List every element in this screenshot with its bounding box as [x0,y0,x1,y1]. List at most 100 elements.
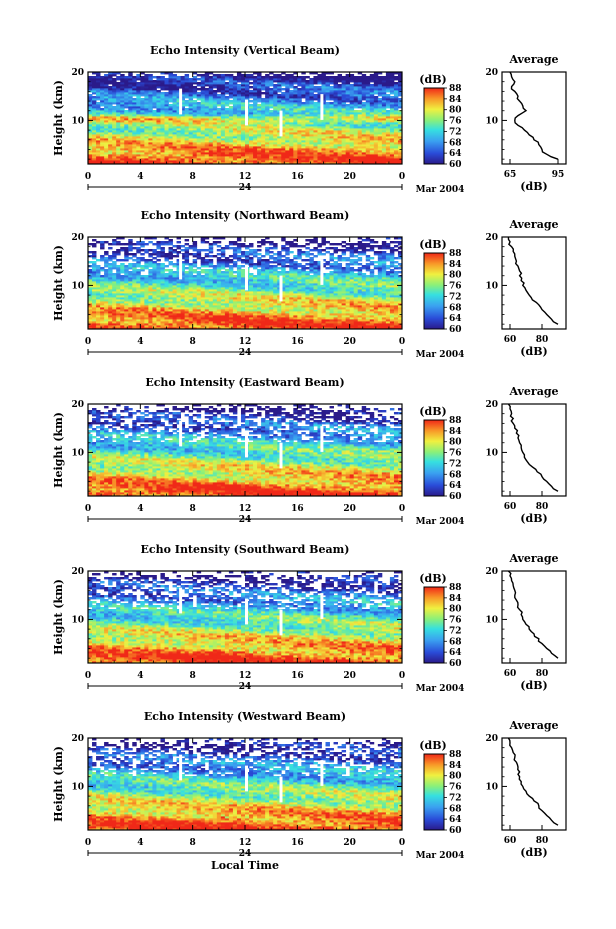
panel-title: Echo Intensity (Eastward Beam) [145,376,344,389]
colorbar [423,586,445,664]
x-tick-label: 0 [399,504,405,514]
y-tick-label: 20 [71,734,84,744]
date-label: Mar 2004 [416,851,465,861]
y-tick-label: 10 [71,116,84,126]
x-tick-label: 20 [343,671,356,681]
colorbar-tick-label: 64 [449,481,462,491]
colorbar-tick-label: 76 [449,616,462,626]
colorbar-tick-label: 88 [449,750,462,760]
panel-title: Echo Intensity (Vertical Beam) [150,44,340,57]
x-tick-label: 20 [343,172,356,182]
x-tick-label: 0 [85,671,91,681]
profile-y-tick-label: 10 [485,116,498,126]
x-tick-label: 8 [190,504,196,514]
colorbar-tick-label: 80 [449,106,462,116]
y-tick-label: 10 [71,615,84,625]
colorbar-tick-label: 64 [449,314,462,324]
colorbar-tick-label: 72 [449,626,462,636]
x-tick-label: 4 [137,337,143,347]
colorbar-tick-label: 68 [449,138,462,148]
x-tick-label: 16 [291,337,304,347]
colorbar-tick-label: 84 [449,260,462,270]
x-tick-label: 12 [239,504,252,514]
profile-x-tick-label: 60 [504,836,517,846]
average-profile: Average 20 10 60 80(dB) [485,385,567,525]
colorbar-tick-label: 68 [449,303,462,313]
heatmap-cells [88,237,403,330]
profile-title: Average [508,218,558,231]
profile-title: Average [508,719,558,732]
colorbar-unit: (dB) [419,739,446,752]
profile-y-tick-label: 10 [485,782,498,792]
colorbar-unit: (dB) [419,572,446,585]
x-tick-label: 20 [343,337,356,347]
day-label: 24 [239,348,252,358]
colorbar-tick-label: 80 [449,605,462,615]
colorbar-tick-label: 72 [449,292,462,302]
y-tick-label: 10 [71,448,84,458]
profile-x-tick-label: 65 [504,170,517,180]
profile-x-tick-label: 60 [504,669,517,679]
colorbar-tick-label: 76 [449,783,462,793]
colorbar-tick-label: 88 [449,583,462,593]
profile-x-label: (dB) [520,846,547,859]
date-label: Mar 2004 [416,350,465,360]
colorbar-tick-label: 60 [449,826,462,836]
day-label: 24 [239,515,252,525]
y-tick-label: 20 [71,567,84,577]
colorbar-tick-label: 60 [449,160,462,170]
colorbar-tick-label: 88 [449,249,462,259]
x-tick-label: 20 [343,504,356,514]
profile-y-tick-label: 20 [485,400,498,410]
colorbar-tick-label: 80 [449,772,462,782]
colorbar-tick-label: 60 [449,325,462,335]
x-tick-label: 0 [399,838,405,848]
x-tick-label: 12 [239,172,252,182]
profile-line [509,71,559,160]
x-tick-label: 4 [137,671,143,681]
colorbar-tick-label: 64 [449,815,462,825]
date-label: Mar 2004 [416,185,465,195]
y-tick-label: 20 [71,233,84,243]
date-label: Mar 2004 [416,517,465,527]
profile-x-label: (dB) [520,512,547,525]
profile-title: Average [508,385,558,398]
profile-frame [501,236,567,330]
profile-x-tick-label: 95 [552,170,565,180]
profile-x-label: (dB) [520,679,547,692]
colorbar-tick-label: 84 [449,594,462,604]
profile-x-label: (dB) [520,180,547,193]
heatmap-cells [88,738,403,831]
panel-3: Echo Intensity (Southward Beam) 0 4 8 12 16 20… [52,543,567,694]
colorbar-unit: (dB) [419,405,446,418]
profile-frame [501,403,567,497]
profile-x-label: (dB) [520,345,547,358]
panel-title: Echo Intensity (Northward Beam) [141,209,350,222]
profile-x-tick-label: 60 [504,335,517,345]
x-tick-label: 8 [190,337,196,347]
y-axis-label: Height (km) [52,245,65,321]
colorbar-tick-label: 88 [449,84,462,94]
x-tick-label: 16 [291,671,304,681]
profile-y-tick-label: 20 [485,68,498,78]
profile-line [507,570,559,659]
profile-x-tick-label: 60 [504,502,517,512]
profile-line [507,403,559,492]
x-axis-label: Local Time [211,859,279,872]
profile-y-tick-label: 20 [485,567,498,577]
y-axis-label: Height (km) [52,746,65,822]
colorbar-unit: (dB) [419,238,446,251]
profile-y-tick-label: 20 [485,734,498,744]
y-tick-label: 20 [71,400,84,410]
profile-x-tick-label: 80 [536,502,549,512]
colorbar-tick-label: 72 [449,127,462,137]
colorbar-tick-label: 64 [449,648,462,658]
profile-y-tick-label: 10 [485,448,498,458]
colorbar-tick-label: 76 [449,282,462,292]
x-tick-label: 0 [85,504,91,514]
colorbar-tick-label: 72 [449,459,462,469]
x-tick-label: 8 [190,172,196,182]
profile-frame [501,71,567,165]
x-tick-label: 0 [399,172,405,182]
